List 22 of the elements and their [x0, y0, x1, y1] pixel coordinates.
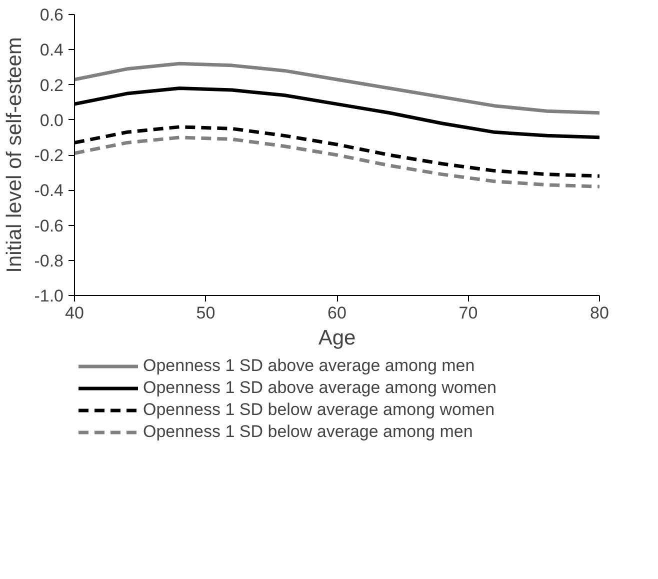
x-tick-label: 60 [328, 304, 346, 322]
y-tick-label: -0.6 [34, 216, 64, 236]
y-tick-label: -0.8 [34, 251, 64, 270]
x-axis-title: Age [318, 326, 356, 350]
line-series [74, 62, 600, 115]
line-series [74, 136, 600, 188]
legend-label: Openness 1 SD above average among women [143, 378, 496, 398]
legend-label: Openness 1 SD below average among men [143, 422, 473, 442]
y-axis-title: Initial level of self-esteem [3, 37, 26, 273]
x-tick-label: 80 [590, 304, 609, 322]
y-tick-label: 0.2 [40, 76, 64, 95]
y-tick-label: 0.0 [40, 110, 64, 130]
x-tick-label: 50 [196, 304, 216, 322]
y-tick-label: 0.6 [40, 6, 64, 24]
legend-label: Openness 1 SD below average among women [143, 400, 495, 420]
y-tick-label: -1.0 [34, 286, 64, 306]
x-tick-label: 70 [458, 304, 478, 322]
x-tick-label: 40 [65, 304, 84, 322]
y-tick-label: -0.4 [34, 181, 64, 200]
y-tick-label: -0.2 [34, 146, 64, 165]
legend-label: Openness 1 SD above average among men [143, 356, 475, 376]
y-tick-label: 0.4 [40, 40, 64, 60]
